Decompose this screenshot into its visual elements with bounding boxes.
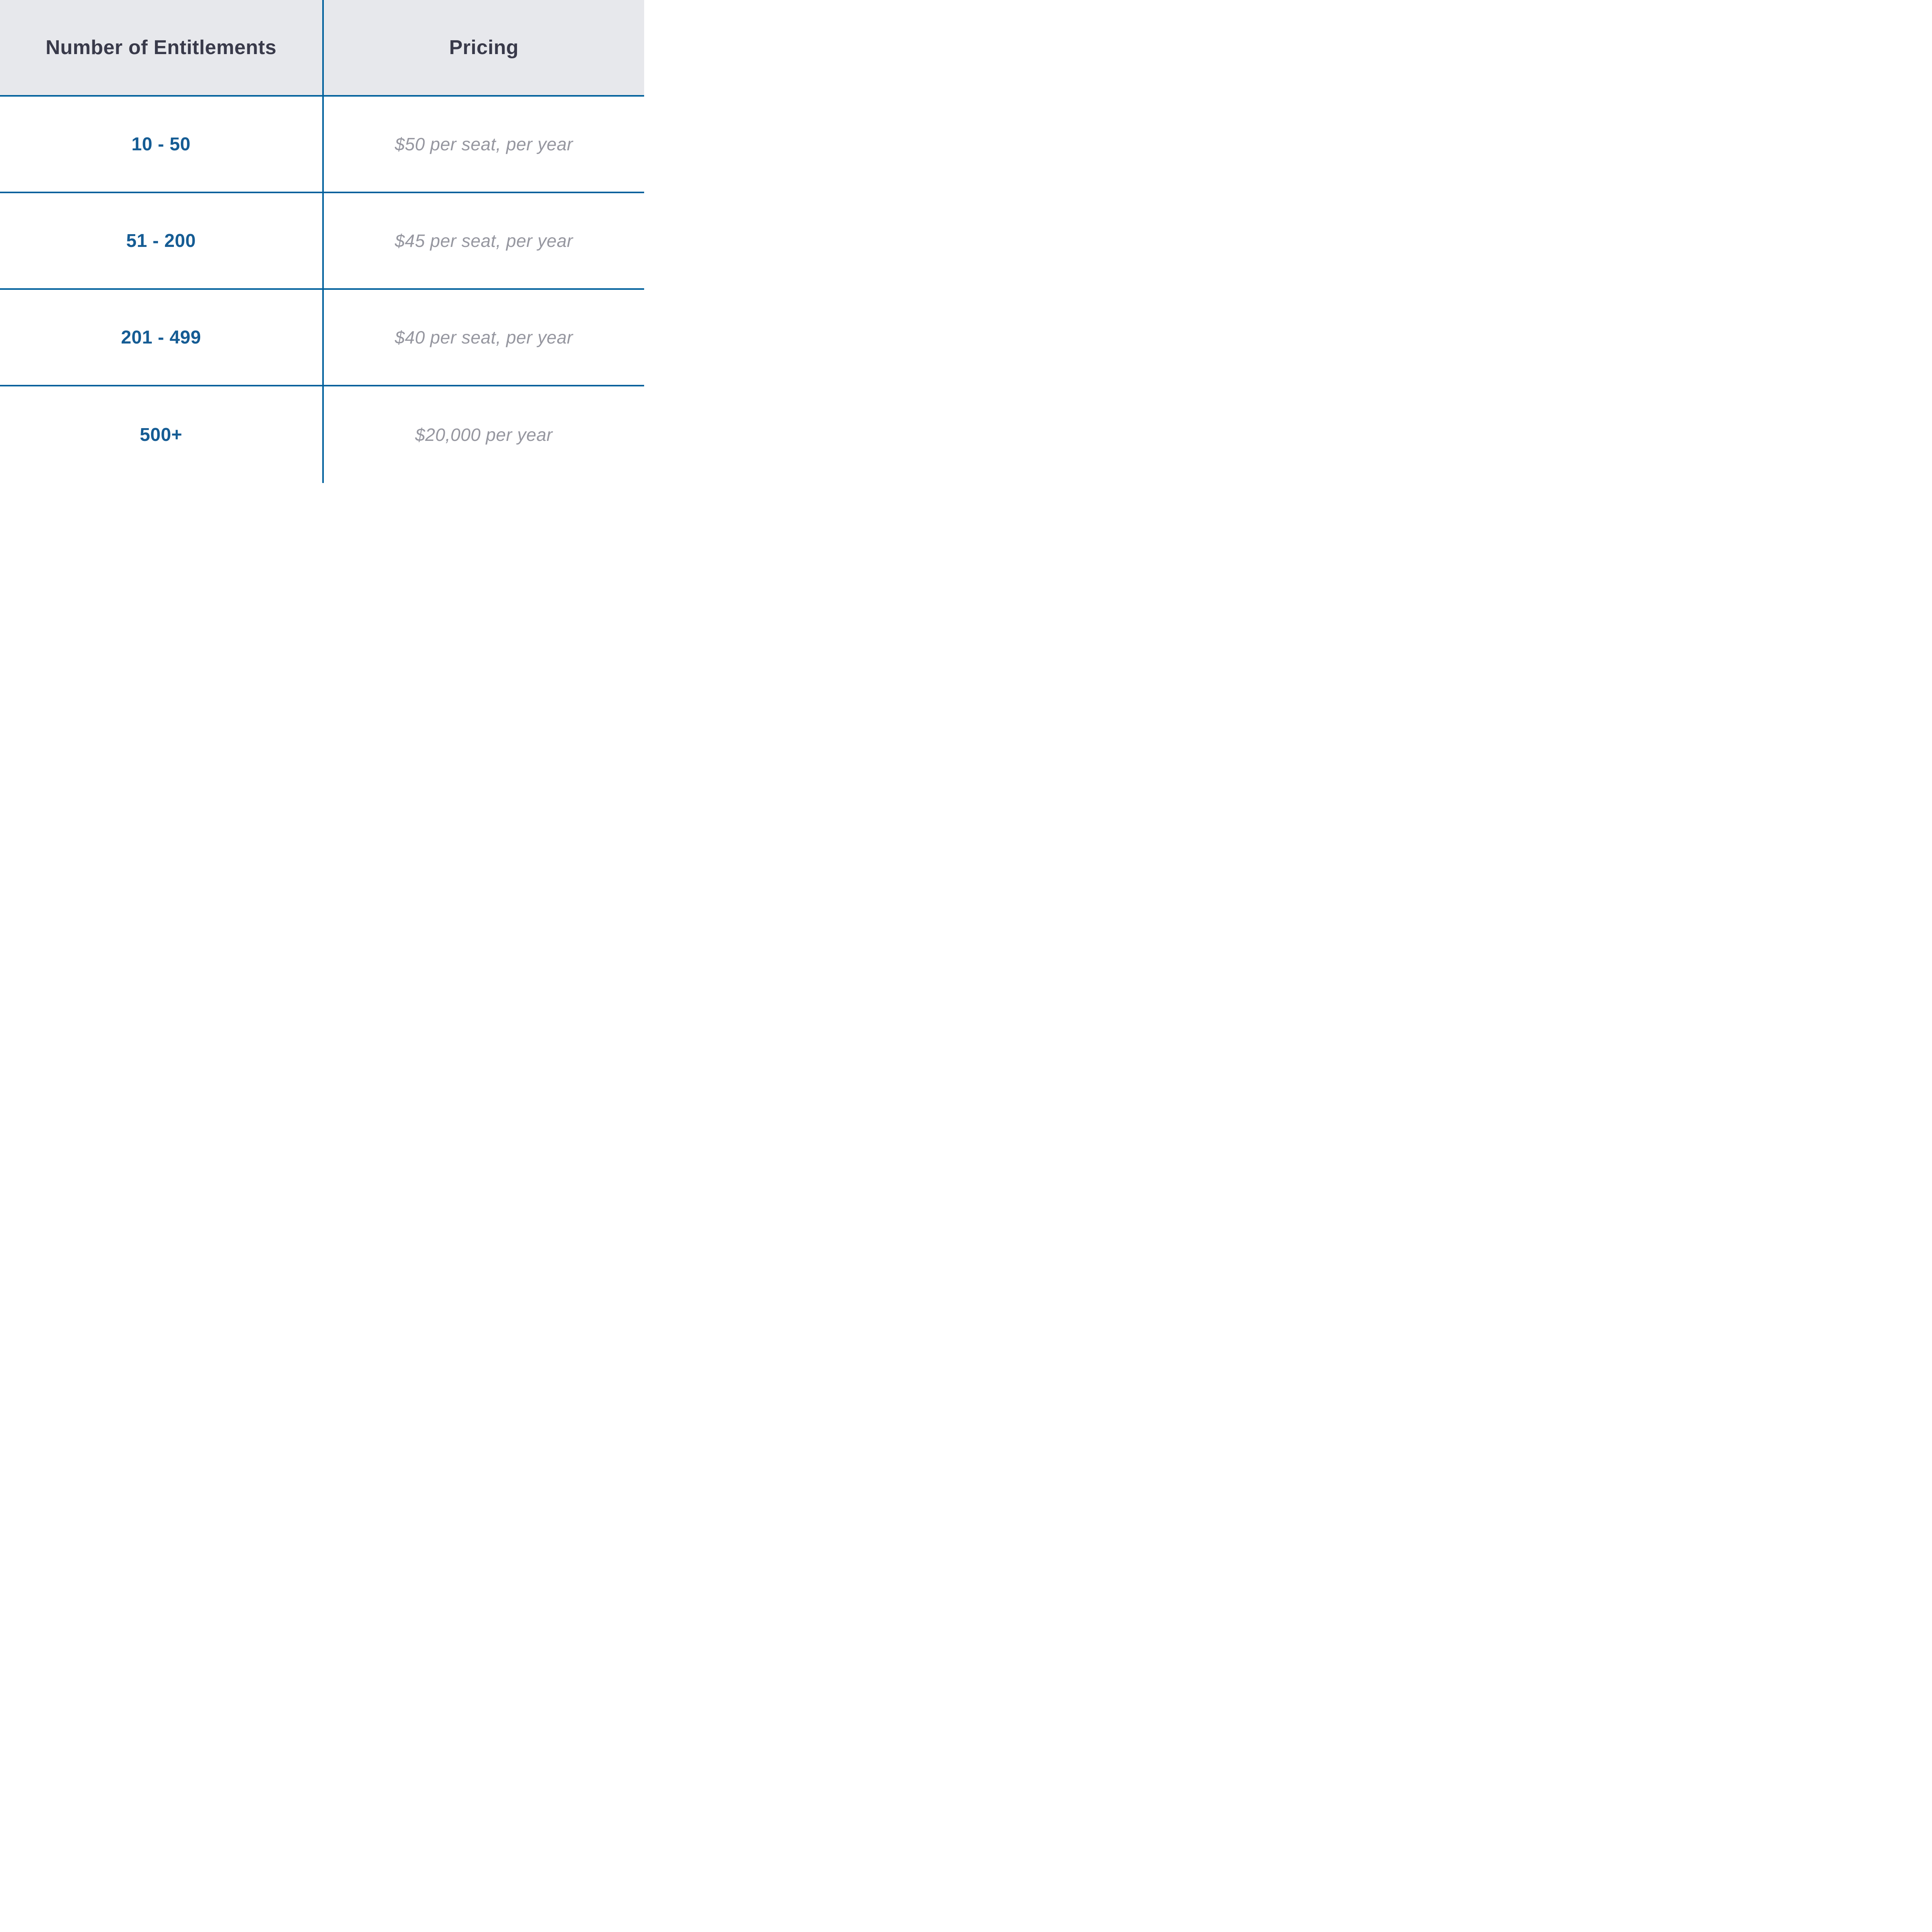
entitlements-range: 10 - 50: [131, 134, 191, 155]
entitlements-range: 500+: [139, 424, 182, 445]
pricing-value: $50 per seat, per year: [395, 134, 573, 154]
pricing-table: Number of Entitlements Pricing 10 - 50 $…: [0, 0, 644, 483]
table-row-2-pricing-cell: $45 per seat, per year: [322, 193, 644, 290]
table-row-3-pricing-cell: $40 per seat, per year: [322, 290, 644, 386]
table-row-3-entitlements-cell: 201 - 499: [0, 290, 322, 386]
table-row-4-pricing-cell: $20,000 per year: [322, 386, 645, 483]
pricing-value: $40 per seat, per year: [395, 327, 573, 347]
table-row-1-pricing-cell: $50 per seat, per year: [322, 97, 644, 193]
header-label-pricing: Pricing: [449, 36, 519, 59]
table-row-1-entitlements-cell: 10 - 50: [0, 97, 322, 193]
entitlements-range: 201 - 499: [121, 327, 201, 348]
table-row-2-entitlements-cell: 51 - 200: [0, 193, 322, 290]
header-cell-pricing: Pricing: [322, 0, 644, 97]
entitlements-range: 51 - 200: [126, 230, 196, 251]
pricing-value: $20,000 per year: [415, 425, 553, 445]
header-cell-entitlements: Number of Entitlements: [0, 0, 322, 97]
header-label-entitlements: Number of Entitlements: [46, 36, 277, 59]
table-row-4-entitlements-cell: 500+: [0, 386, 322, 483]
pricing-value: $45 per seat, per year: [395, 231, 573, 251]
